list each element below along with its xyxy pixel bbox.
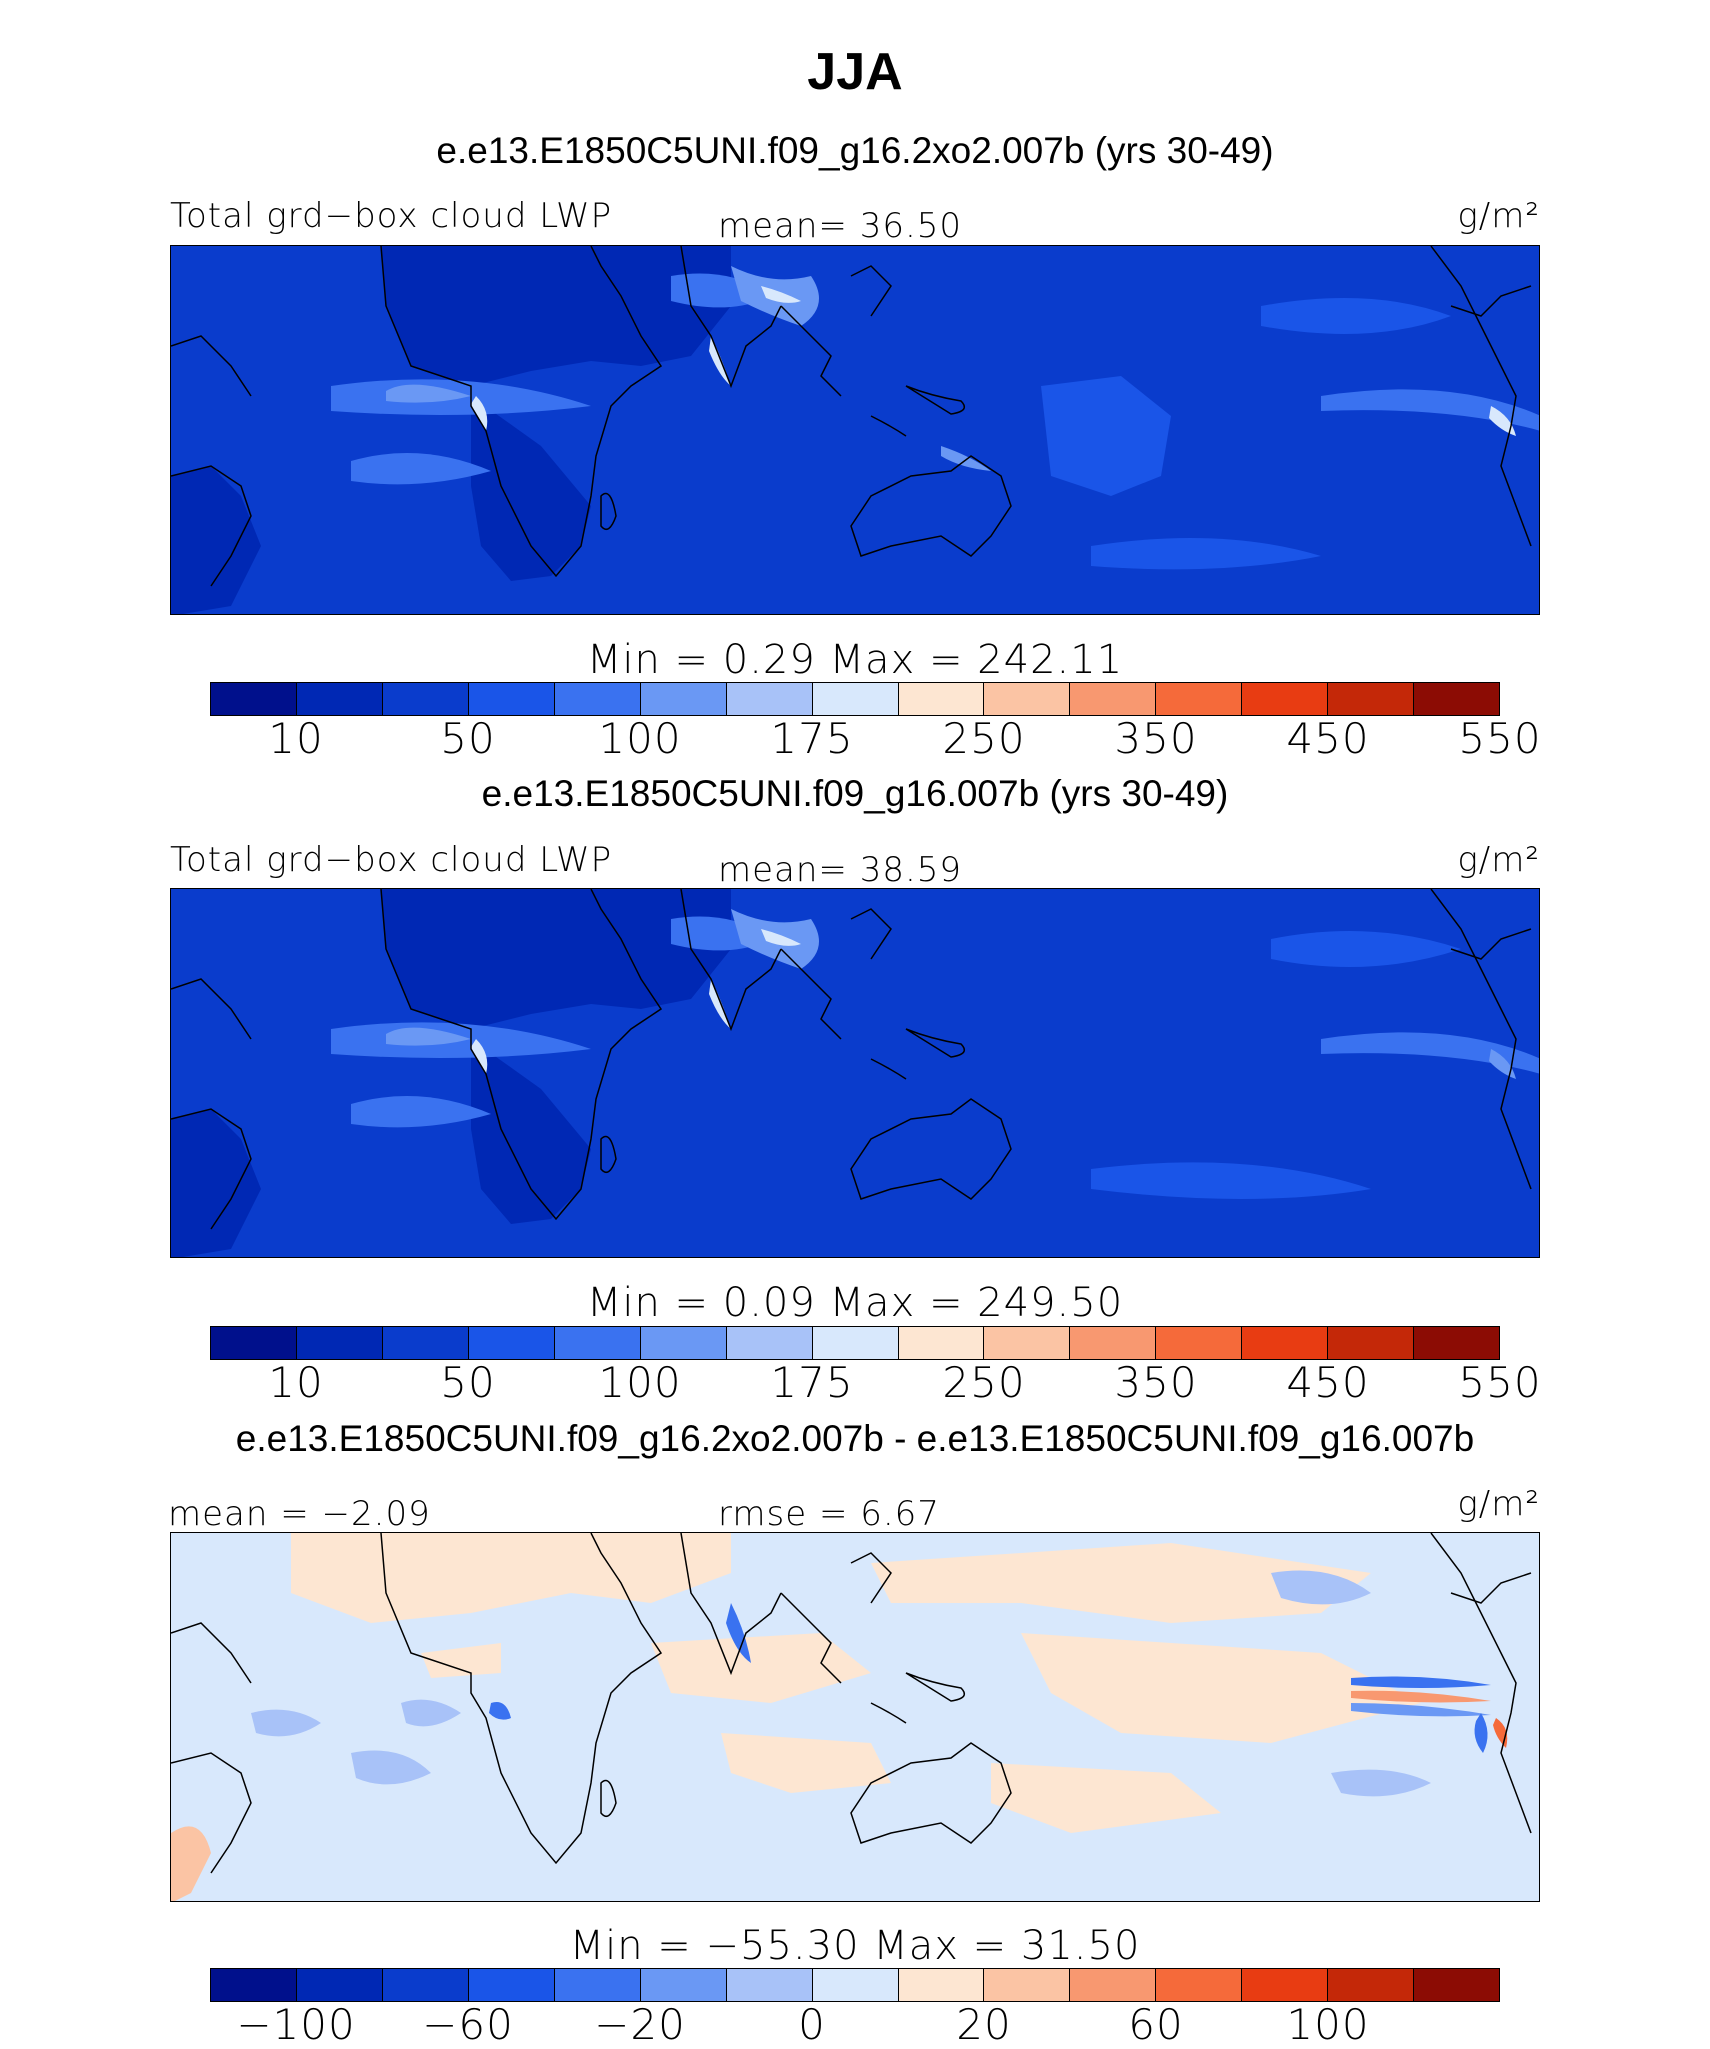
colorbar-swatch <box>1414 683 1500 715</box>
colorbar-swatch <box>640 1327 727 1359</box>
panel-1-units-label: g/m² <box>1457 196 1540 236</box>
colorbar-tick-label: 350 <box>1114 1358 1198 1407</box>
colorbar-swatch <box>984 1327 1071 1359</box>
colorbar-swatch <box>898 683 985 715</box>
colorbar-tick-label: −60 <box>422 2000 514 2049</box>
colorbar-swatch <box>382 1969 469 2001</box>
colorbar-tick-label: 10 <box>268 714 324 763</box>
colorbar-swatch <box>382 683 469 715</box>
panel-1-map <box>170 245 1540 615</box>
panel-2-map <box>170 888 1540 1258</box>
colorbar-tick-label: 450 <box>1286 714 1370 763</box>
colorbar-swatch <box>1156 1969 1243 2001</box>
panel-2-minmax: Min = 0.09 Max = 249.50 <box>586 1280 1124 1326</box>
panel-3-case-title: e.e13.E1850C5UNI.f09_g16.2xo2.007b - e.e… <box>235 1418 1475 1459</box>
colorbar-swatch <box>554 1969 641 2001</box>
colorbar-swatch <box>1156 683 1243 715</box>
colorbar-swatch <box>296 1969 383 2001</box>
colorbar-swatch <box>554 1327 641 1359</box>
colorbar-swatch <box>726 1969 813 2001</box>
panel-1-minmax: Min = 0.29 Max = 242.11 <box>586 637 1124 683</box>
colorbar-swatch <box>1070 1969 1157 2001</box>
colorbar-tick-label: 50 <box>440 1358 496 1407</box>
panel-2-mean-label: mean= 38.59 <box>718 850 963 890</box>
colorbar-tick-label: 250 <box>942 714 1026 763</box>
panel-1-variable-label: Total grd−box cloud LWP <box>170 196 613 236</box>
colorbar-swatch <box>726 683 813 715</box>
colorbar-tick-label: 100 <box>1286 2000 1370 2049</box>
colorbar-swatch <box>211 1327 297 1359</box>
panel-3-colorbar <box>210 1968 1500 2002</box>
panel-3-rmse-label: rmse = 6.67 <box>718 1494 940 1534</box>
colorbar-swatch <box>296 1327 383 1359</box>
colorbar-swatch <box>1070 683 1157 715</box>
colorbar-swatch <box>640 683 727 715</box>
colorbar-tick-label: 60 <box>1128 2000 1184 2049</box>
colorbar-swatch <box>984 1969 1071 2001</box>
colorbar-swatch <box>211 683 297 715</box>
figure-title: JJA <box>807 43 903 101</box>
colorbar-swatch <box>1414 1327 1500 1359</box>
colorbar-swatch <box>1156 1327 1243 1359</box>
colorbar-tick-label: 100 <box>598 714 682 763</box>
colorbar-tick-label: −100 <box>236 2000 356 2049</box>
colorbar-tick-label: 20 <box>956 2000 1012 2049</box>
colorbar-swatch <box>468 1327 555 1359</box>
colorbar-swatch <box>468 1969 555 2001</box>
panel-2-variable-label: Total grd−box cloud LWP <box>170 840 613 880</box>
colorbar-tick-label: 350 <box>1114 714 1198 763</box>
colorbar-swatch <box>898 1327 985 1359</box>
colorbar-swatch <box>382 1327 469 1359</box>
colorbar-tick-label: 100 <box>598 1358 682 1407</box>
colorbar-tick-label: 450 <box>1286 1358 1370 1407</box>
panel-1-colorbar <box>210 682 1500 716</box>
colorbar-swatch <box>1328 683 1415 715</box>
panel-1-case-title: e.e13.E1850C5UNI.f09_g16.2xo2.007b (yrs … <box>436 130 1274 171</box>
colorbar-tick-label: 0 <box>798 2000 826 2049</box>
panel-3-units-label: g/m² <box>1457 1484 1540 1524</box>
panel-2-colorbar <box>210 1326 1500 1360</box>
panel-2-units-label: g/m² <box>1457 840 1540 880</box>
colorbar-swatch <box>1414 1969 1500 2001</box>
colorbar-swatch <box>898 1969 985 2001</box>
colorbar-swatch <box>211 1969 297 2001</box>
colorbar-tick-label: 10 <box>268 1358 324 1407</box>
colorbar-swatch <box>296 683 383 715</box>
panel-3-minmax: Min = −55.30 Max = 31.50 <box>569 1923 1141 1969</box>
colorbar-swatch <box>1242 683 1329 715</box>
colorbar-tick-label: 50 <box>440 714 496 763</box>
colorbar-swatch <box>1328 1969 1415 2001</box>
colorbar-tick-label: 250 <box>942 1358 1026 1407</box>
colorbar-tick-label: 550 <box>1458 714 1542 763</box>
colorbar-swatch <box>812 1969 899 2001</box>
colorbar-swatch <box>1242 1969 1329 2001</box>
colorbar-tick-label: −20 <box>594 2000 686 2049</box>
colorbar-swatch <box>812 1327 899 1359</box>
colorbar-swatch <box>1070 1327 1157 1359</box>
panel-3-mean-label: mean = −2.09 <box>168 1494 431 1534</box>
colorbar-swatch <box>984 683 1071 715</box>
colorbar-swatch <box>812 683 899 715</box>
colorbar-swatch <box>640 1969 727 2001</box>
colorbar-tick-label: 175 <box>770 714 854 763</box>
colorbar-tick-label: 175 <box>770 1358 854 1407</box>
panel-3-map <box>170 1532 1540 1902</box>
colorbar-swatch <box>468 683 555 715</box>
colorbar-tick-label: 550 <box>1458 1358 1542 1407</box>
panel-2-case-title: e.e13.E1850C5UNI.f09_g16.007b (yrs 30-49… <box>481 773 1229 814</box>
colorbar-swatch <box>1328 1327 1415 1359</box>
panel-1-mean-label: mean= 36.50 <box>718 206 963 246</box>
colorbar-swatch <box>1242 1327 1329 1359</box>
colorbar-swatch <box>726 1327 813 1359</box>
colorbar-swatch <box>554 683 641 715</box>
